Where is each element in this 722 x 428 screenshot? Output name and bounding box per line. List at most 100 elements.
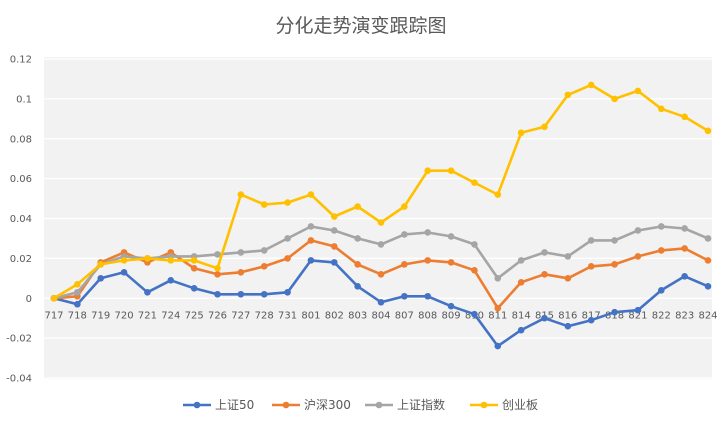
data-point [331,227,338,234]
y-tick-label: 0.04 [10,214,32,225]
data-point [424,257,431,264]
data-point [658,287,665,294]
data-point [214,291,221,298]
data-point [705,127,712,134]
data-point [471,311,478,318]
data-point [308,191,315,198]
data-point [238,291,245,298]
data-point [518,279,525,286]
data-point [681,273,688,280]
x-tick-label: 809 [442,310,461,321]
data-point [401,293,408,300]
data-point [588,82,595,89]
x-tick-label: 728 [255,310,274,321]
y-tick-label: 0.06 [10,174,32,185]
x-tick-label: 803 [348,310,367,321]
data-point [494,305,501,312]
x-tick-label: 807 [395,310,414,321]
data-point [261,291,268,298]
data-point [705,235,712,242]
data-point [681,114,688,121]
data-point [471,179,478,186]
x-tick-label: 804 [371,310,390,321]
data-point [611,309,618,316]
data-point [354,235,361,242]
data-point [74,289,81,296]
x-tick-label: 801 [301,310,320,321]
data-point [378,219,385,226]
data-point [121,269,128,276]
x-tick-label: 727 [231,310,250,321]
data-point [378,299,385,306]
data-point [354,283,361,290]
data-point [424,293,431,300]
data-point [261,201,268,208]
data-point [144,289,151,296]
legend-label: 上证指数 [397,397,445,412]
data-point [518,129,525,136]
data-point [331,213,338,220]
data-point [284,255,291,262]
x-tick-label: 724 [161,310,180,321]
data-point [518,327,525,334]
data-point [635,253,642,260]
data-point [191,257,198,264]
data-point [238,269,245,276]
data-point [565,275,572,282]
x-tick-label: 814 [512,310,531,321]
x-tick-label: 717 [44,310,63,321]
data-point [611,96,618,103]
x-tick-label: 824 [698,310,717,321]
data-point [541,123,548,130]
data-point [51,295,58,302]
data-point [588,237,595,244]
data-point [588,317,595,324]
x-tick-label: 720 [115,310,134,321]
data-point [588,263,595,270]
legend-marker [376,402,383,409]
data-point [97,261,104,268]
legend-label: 沪深300 [304,398,351,412]
data-point [541,249,548,256]
y-tick-label: 0.02 [10,254,32,265]
x-tick-label: 719 [91,310,110,321]
data-point [635,307,642,314]
legend-marker [481,402,488,409]
data-point [214,271,221,278]
legend-marker [283,402,290,409]
legend-label: 上证50 [215,398,254,412]
data-point [565,92,572,99]
data-point [97,275,104,282]
data-point [705,257,712,264]
data-point [424,229,431,236]
data-point [238,249,245,256]
data-point [354,261,361,268]
data-point [658,106,665,113]
data-point [494,275,501,282]
data-point [284,199,291,206]
data-point [611,261,618,268]
x-tick-label: 726 [208,310,227,321]
data-point [705,283,712,290]
data-point [331,259,338,266]
x-tick-label: 721 [138,310,157,321]
data-point [191,265,198,272]
data-point [658,247,665,254]
data-point [494,191,501,198]
data-point [378,271,385,278]
data-point [611,237,618,244]
data-point [635,88,642,95]
data-point [308,237,315,244]
data-point [191,285,198,292]
data-point [448,303,455,310]
data-point [144,255,151,262]
y-tick-label: -0.04 [6,374,32,385]
data-point [401,203,408,210]
x-tick-label: 718 [68,310,87,321]
data-point [401,261,408,268]
y-tick-label: -0.02 [6,334,32,345]
data-point [448,259,455,266]
data-point [74,301,81,308]
data-point [541,271,548,278]
